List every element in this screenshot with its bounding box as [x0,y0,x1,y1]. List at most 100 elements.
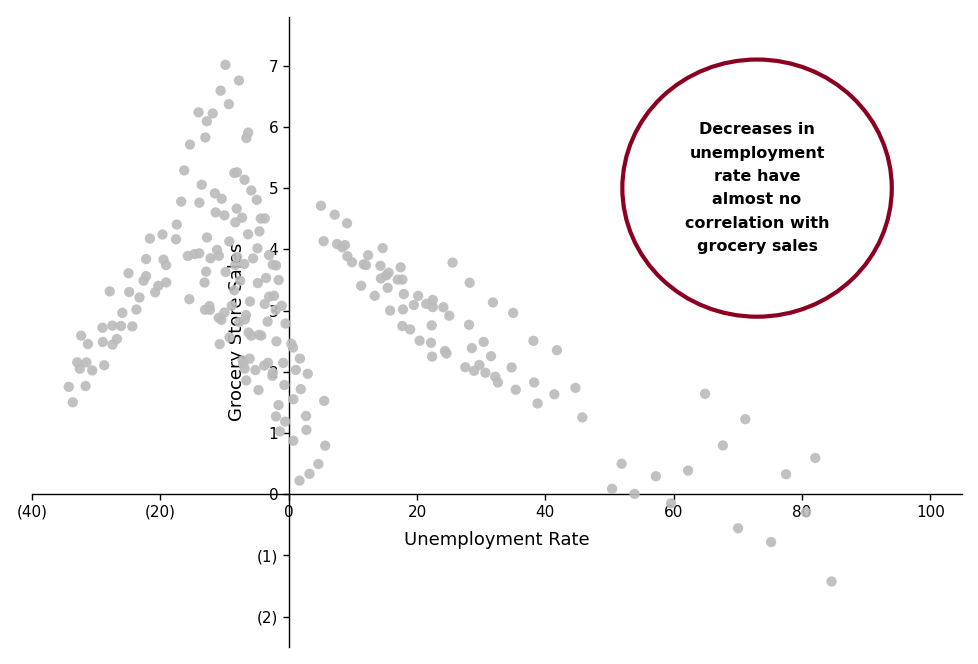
Point [338,218,354,228]
Point [256,361,272,371]
Point [235,355,250,366]
Point [173,197,189,207]
Point [202,253,218,264]
Point [238,310,253,321]
Point [109,333,124,344]
Point [261,250,277,260]
Point [142,233,157,244]
Point [197,304,212,315]
Point [96,360,111,371]
Point [227,260,243,270]
Point [191,107,206,118]
Point [240,229,255,240]
Point [730,523,745,534]
Point [242,353,257,364]
Point [65,397,80,408]
Point [278,318,293,329]
Point [229,167,244,177]
Point [259,316,275,327]
Point [378,270,394,281]
Point [822,576,838,587]
Point [266,290,282,301]
Point [258,273,274,284]
Point [375,243,390,254]
Point [437,346,453,357]
Point [155,229,170,240]
Point [471,360,487,371]
Point [277,416,292,427]
Point [696,388,712,399]
Point [229,203,244,214]
Point [662,498,678,509]
Point [438,348,454,359]
Point [239,133,254,143]
Point [226,285,242,295]
Point [182,139,198,150]
Point [212,86,228,96]
Point [199,116,214,127]
Point [394,321,410,331]
Point [241,327,256,338]
Point [244,253,260,264]
Point [763,537,778,547]
Point [197,277,212,288]
Point [268,336,284,347]
Point [265,260,281,270]
Point [358,260,374,270]
Point [216,307,232,318]
Point [151,280,166,291]
Point [286,436,301,446]
Point [410,291,425,301]
Point [138,271,154,282]
Point [95,337,111,347]
Point [224,301,240,311]
Point [441,310,457,321]
Y-axis label: Grocery Store Sales: Grocery Store Sales [228,243,245,421]
Point [394,274,410,285]
Point [423,351,439,362]
Point [77,380,93,391]
Point [216,210,232,220]
Point [180,250,196,261]
Point [128,304,144,315]
Point [490,377,506,388]
Point [221,332,237,343]
Point [244,331,259,341]
Point [316,236,332,246]
Point [242,296,257,307]
Point [158,260,174,270]
Point [191,248,206,259]
Point [525,335,541,346]
Point [316,396,332,406]
Point [201,301,217,311]
Point [464,343,479,353]
Point [457,362,472,373]
Point [69,357,85,368]
Point [272,426,288,437]
Point [247,365,263,375]
Point [192,197,207,208]
Point [549,345,564,355]
Point [268,305,284,315]
Point [249,278,265,288]
Point [95,323,111,333]
Point [714,440,730,451]
Point [169,219,185,230]
Point [484,297,500,307]
Point [462,278,477,288]
Point [336,240,352,250]
Point [226,167,242,178]
Point [424,302,440,313]
Point [156,254,171,265]
Point [204,108,220,119]
Point [406,299,422,310]
Point [298,410,314,421]
Point [253,330,269,341]
Point [210,313,226,323]
Point [252,213,268,224]
Point [84,365,100,376]
Point [264,371,280,381]
Point [236,259,251,270]
Point [526,377,542,388]
Point [268,411,284,422]
